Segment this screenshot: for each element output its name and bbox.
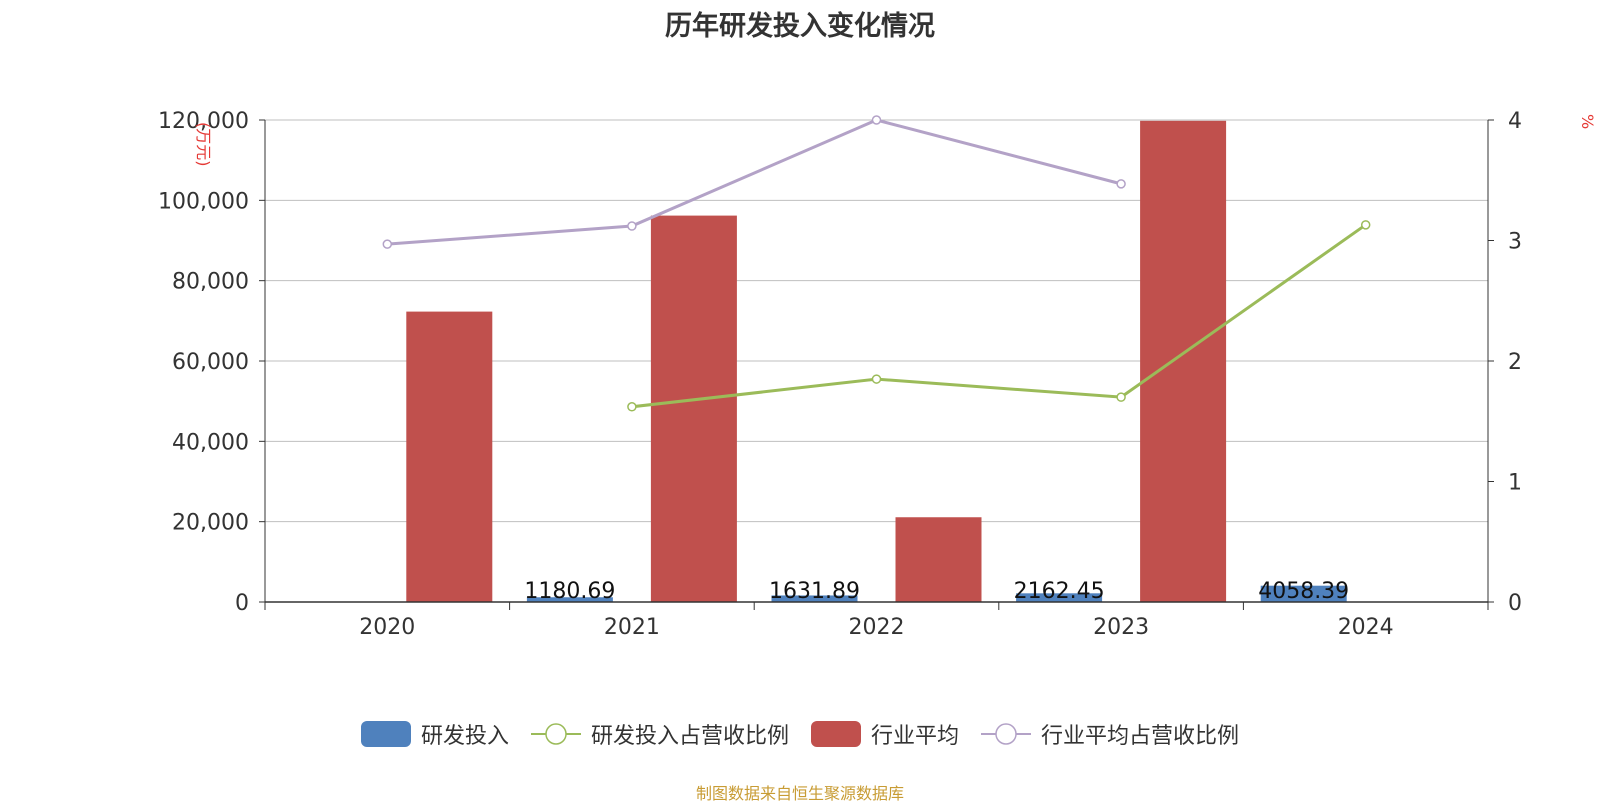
line-研发投入占营收比例 — [631, 223, 1367, 409]
legend-item[interactable]: 行业平均 — [811, 718, 959, 750]
left-axis-tick-label: 0 — [235, 591, 249, 616]
bar-行业平均-2023 — [1140, 120, 1227, 602]
point-行业平均占营收比例 — [382, 239, 393, 249]
point-行业平均占营收比例 — [871, 115, 882, 125]
source-note: 制图数据来自恒生聚源数据库 — [695, 784, 904, 803]
legend-bar-swatch — [811, 721, 861, 747]
legend-item[interactable]: 行业平均占营收比例 — [981, 718, 1239, 750]
point-行业平均占营收比例 — [1116, 179, 1126, 189]
x-axis-tick-label: 2023 — [1093, 615, 1149, 640]
left-axis-tick-label: 120,000 — [158, 109, 249, 134]
x-axis-tick-label: 2024 — [1338, 615, 1394, 640]
right-axis-tick-label: 4 — [1508, 109, 1522, 134]
legend-bar-swatch — [360, 721, 411, 747]
data-label: 1180.69 — [524, 579, 615, 604]
chart-title: 历年研发投入变化情况 — [665, 11, 935, 42]
data-label: 4058.39 — [1258, 579, 1349, 604]
bar-研发投入-2024 — [1260, 585, 1347, 602]
legend: 研发投入 研发投入占营收比例 行业平均 行业平均占营收比例 — [0, 718, 1600, 750]
point-研发投入占营收比例 — [1116, 392, 1126, 402]
bar-研发投入-2021 — [526, 597, 613, 602]
left-axis-tick-label: 100,000 — [158, 189, 249, 214]
bar-研发投入-2023 — [1016, 593, 1103, 602]
right-axis-tick-label: 3 — [1508, 230, 1522, 255]
left-axis-tick-label: 60,000 — [172, 350, 249, 375]
bar-行业平均-2022 — [895, 517, 982, 602]
legend-line-swatch — [981, 723, 1032, 745]
left-axis-tick-label: 20,000 — [172, 511, 249, 536]
bar-研发投入-2022 — [771, 595, 858, 602]
legend-item[interactable]: 研发投入 — [360, 718, 509, 750]
x-axis-tick-label: 2021 — [604, 615, 660, 640]
left-axis-tick-label: 40,000 — [172, 430, 249, 455]
legend-label: 行业平均占营收比例 — [1041, 724, 1240, 749]
point-研发投入占营收比例 — [1360, 220, 1371, 230]
left-axis-tick-label: 80,000 — [172, 270, 249, 295]
right-axis-tick-label: 0 — [1508, 591, 1522, 616]
left-axis-unit-label: (万元) — [194, 122, 213, 167]
legend-item[interactable]: 研发投入占营收比例 — [530, 718, 789, 750]
legend-label: 研发投入占营收比例 — [590, 724, 789, 749]
legend-label: 研发投入 — [420, 724, 509, 749]
legend-label: 行业平均 — [871, 724, 960, 749]
bar-行业平均-2021 — [650, 215, 737, 602]
right-axis-unit-label: % — [1578, 114, 1597, 129]
x-axis-tick-label: 2022 — [849, 615, 905, 640]
data-label: 1631.89 — [769, 579, 860, 604]
point-研发投入占营收比例 — [871, 374, 882, 384]
point-研发投入占营收比例 — [627, 402, 637, 412]
x-axis-tick-label: 2020 — [359, 615, 415, 640]
data-label: 2162.45 — [1014, 579, 1105, 604]
point-行业平均占营收比例 — [627, 221, 637, 231]
bar-行业平均-2020 — [406, 311, 493, 602]
right-axis-tick-label: 2 — [1508, 350, 1522, 375]
right-axis-tick-label: 1 — [1508, 471, 1522, 496]
legend-line-swatch — [530, 723, 581, 745]
line-行业平均占营收比例 — [387, 118, 1122, 246]
